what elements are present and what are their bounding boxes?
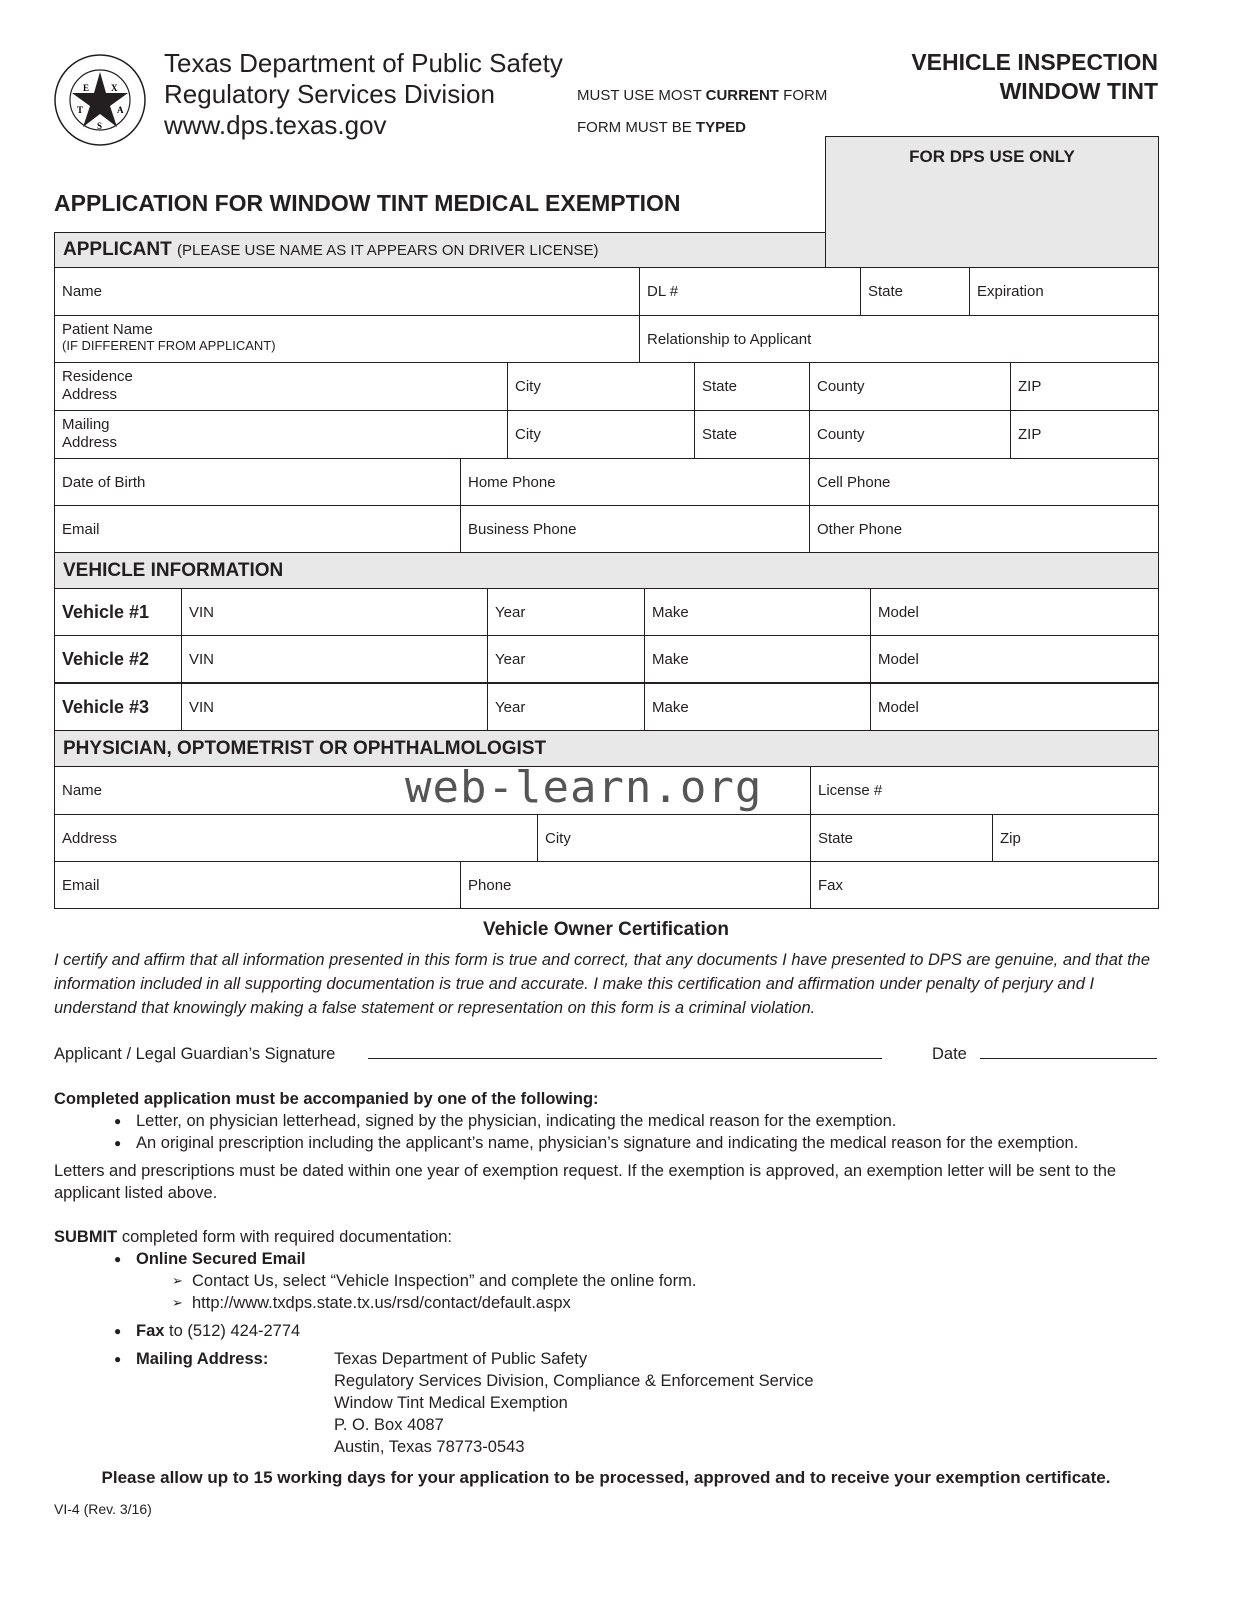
physician-phone-field[interactable]: Phone <box>460 861 811 909</box>
processing-notice: Please allow up to 15 working days for y… <box>101 1468 1111 1487</box>
requirement-item: An original prescription including the a… <box>114 1132 1164 1154</box>
applicant-email-field[interactable]: Email <box>54 505 461 553</box>
svg-text:E: E <box>83 83 89 93</box>
vehicle-model-field[interactable]: Model <box>870 635 1159 683</box>
page-title: APPLICATION FOR WINDOW TINT MEDICAL EXEM… <box>54 190 681 216</box>
date-of-birth-field[interactable]: Date of Birth <box>54 458 461 506</box>
signature-label: Applicant / Legal Guardian’s Signature <box>54 1045 336 1063</box>
physician-license-field[interactable]: License # <box>810 766 1159 815</box>
physician-state-field[interactable]: State <box>810 814 993 862</box>
vehicle-vin-field[interactable]: VIN <box>181 588 488 636</box>
residence-city-field[interactable]: City <box>507 362 695 411</box>
vehicle-year-field[interactable]: Year <box>487 635 645 683</box>
cell-phone-field[interactable]: Cell Phone <box>809 458 1159 506</box>
physician-address-field[interactable]: Address <box>54 814 538 862</box>
mailing-address-block: Texas Department of Public Safety Regulat… <box>334 1350 814 1456</box>
business-phone-field[interactable]: Business Phone <box>460 505 810 553</box>
submit-section: SUBMIT completed form with required docu… <box>54 1226 1164 1458</box>
contact-us-instruction: Contact Us, select “Vehicle Inspection” … <box>172 1270 1164 1292</box>
physician-fax-field[interactable]: Fax <box>810 861 1159 909</box>
dl-state-field[interactable]: State <box>860 267 970 316</box>
mailing-county-field[interactable]: County <box>809 410 1011 459</box>
residence-county-field[interactable]: County <box>809 362 1011 411</box>
form-revision: VI-4 (Rev. 3/16) <box>54 1501 152 1517</box>
svg-text:T: T <box>77 105 83 115</box>
physician-section-header: PHYSICIAN, OPTOMETRIST OR OPHTHALMOLOGIS… <box>54 730 1159 767</box>
svg-text:A: A <box>117 105 124 115</box>
watermark: web-learn.org <box>405 762 763 813</box>
website-link[interactable]: www.dps.texas.gov <box>164 110 387 140</box>
vehicle-make-field[interactable]: Make <box>644 683 871 731</box>
vehicle-make-field[interactable]: Make <box>644 588 871 636</box>
vehicle-section-header: VEHICLE INFORMATION <box>54 552 1159 589</box>
certification-text: I certify and affirm that all informatio… <box>54 951 1151 1017</box>
mailing-city-field[interactable]: City <box>507 410 695 459</box>
current-form-notice: MUST USE MOST CURRENT FORM <box>577 87 828 104</box>
vehicle-model-field[interactable]: Model <box>870 588 1159 636</box>
residence-zip-field[interactable]: ZIP <box>1010 362 1159 411</box>
vehicle-label: Vehicle #1 <box>54 588 182 636</box>
physician-email-field[interactable]: Email <box>54 861 461 909</box>
date-line[interactable] <box>980 1058 1157 1059</box>
physician-zip-field[interactable]: Zip <box>992 814 1159 862</box>
vehicle-year-field[interactable]: Year <box>487 588 645 636</box>
svg-text:X: X <box>111 83 118 93</box>
mailing-zip-field[interactable]: ZIP <box>1010 410 1159 459</box>
residence-state-field[interactable]: State <box>694 362 810 411</box>
vehicle-model-field[interactable]: Model <box>870 683 1159 731</box>
contact-url-link[interactable]: http://www.txdps.state.tx.us/rsd/contact… <box>172 1292 1164 1314</box>
form-type-title: VEHICLE INSPECTION WINDOW TINT <box>911 49 1158 104</box>
vehicle-label: Vehicle #3 <box>54 683 182 731</box>
relationship-field[interactable]: Relationship to Applicant <box>639 315 1159 363</box>
applicant-name-field[interactable]: Name <box>54 267 640 316</box>
svg-text:S: S <box>97 121 102 131</box>
mailing-state-field[interactable]: State <box>694 410 810 459</box>
mailing-address-field[interactable]: Mailing Address <box>54 410 508 459</box>
vehicle-label: Vehicle #2 <box>54 635 182 683</box>
dl-expiration-field[interactable]: Expiration <box>969 267 1159 316</box>
home-phone-field[interactable]: Home Phone <box>460 458 810 506</box>
residence-address-field[interactable]: Residence Address <box>54 362 508 411</box>
dps-use-only-box: FOR DPS USE ONLY <box>825 136 1159 268</box>
vehicle-vin-field[interactable]: VIN <box>181 635 488 683</box>
requirements-note: Letters and prescriptions must be dated … <box>54 1162 1117 1202</box>
typed-notice: FORM MUST BE TYPED <box>577 119 746 136</box>
other-phone-field[interactable]: Other Phone <box>809 505 1159 553</box>
requirements-section: Completed application must be accompanie… <box>54 1088 1164 1204</box>
vehicle-vin-field[interactable]: VIN <box>181 683 488 731</box>
date-label: Date <box>932 1045 967 1063</box>
requirement-item: Letter, on physician letterhead, signed … <box>114 1110 1164 1132</box>
patient-name-field[interactable]: Patient Name (IF DIFFERENT FROM APPLICANT… <box>54 315 640 363</box>
vehicle-year-field[interactable]: Year <box>487 683 645 731</box>
texas-dps-seal-icon: E X T A S <box>54 54 146 146</box>
vehicle-make-field[interactable]: Make <box>644 635 871 683</box>
division-name: Regulatory Services Division <box>164 79 495 109</box>
agency-name: Texas Department of Public Safety <box>164 48 563 78</box>
applicant-section-header: APPLICANT (PLEASE USE NAME AS IT APPEARS… <box>54 232 826 268</box>
physician-city-field[interactable]: City <box>537 814 811 862</box>
certification-title: Vehicle Owner Certification <box>482 919 730 940</box>
dl-number-field[interactable]: DL # <box>639 267 861 316</box>
signature-line[interactable] <box>368 1058 882 1059</box>
